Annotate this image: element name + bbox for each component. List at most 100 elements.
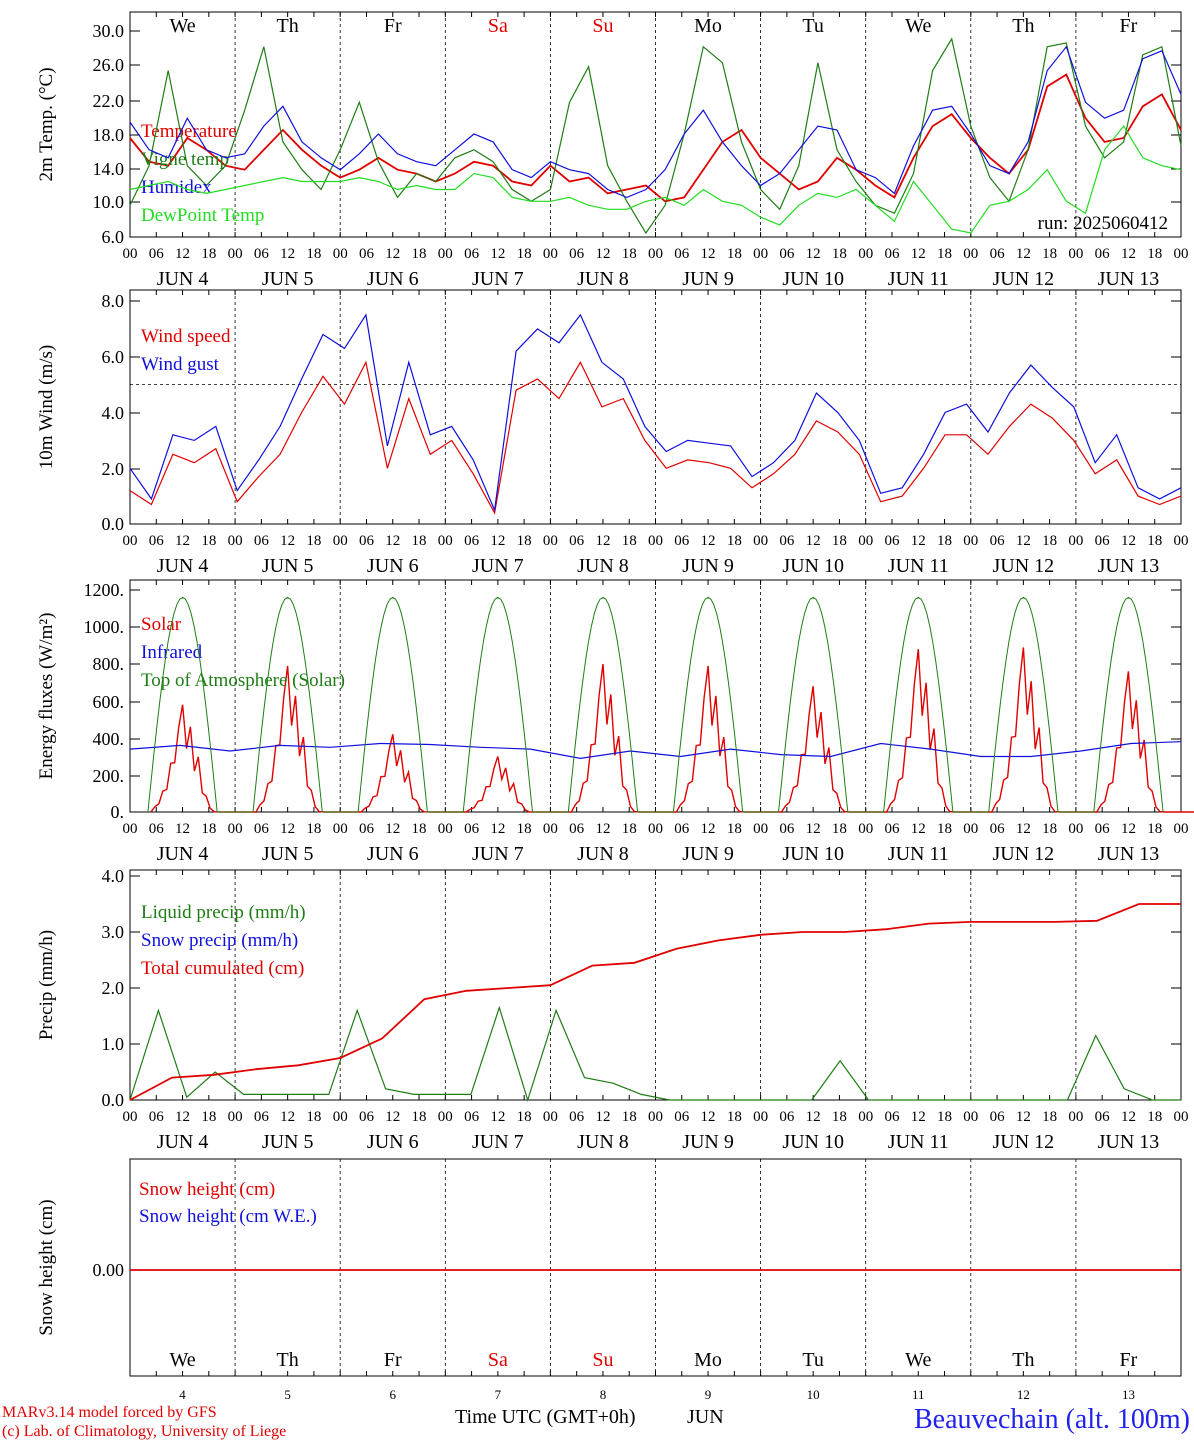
x-hour-label: 06 (884, 1109, 900, 1125)
x-hour-label: 06 (359, 246, 375, 262)
x-hour-label: 00 (963, 246, 978, 262)
x-hour-label: 00 (228, 246, 243, 262)
x-hour-label: 18 (832, 246, 847, 262)
x-hour-label: 00 (1174, 821, 1189, 837)
x-hour-label: 12 (1121, 1109, 1136, 1125)
x-hour-label: 06 (779, 533, 795, 549)
x-hour-label: 00 (648, 533, 663, 549)
x-hour-label: 18 (306, 1109, 321, 1125)
y-tick-label: 800. (93, 654, 125, 674)
x-hour-label: 12 (806, 533, 821, 549)
y-axis-label: Snow height (cm) (36, 1199, 57, 1335)
x-hour-label: 18 (201, 821, 216, 837)
x-hour-label: 06 (254, 1109, 270, 1125)
legend-entry: Liquid precip (mm/h) (141, 902, 306, 923)
legend-entry: Solar (141, 614, 182, 635)
x-hour-label: 12 (280, 1109, 295, 1125)
panel-2: 0.0 2.0 4.0 6.0 8.0 10m Wind (m/s) 00 06 12 18 00 0… (36, 289, 1189, 577)
x-hour-label: 06 (254, 821, 270, 837)
x-hour-label: 12 (1016, 1109, 1031, 1125)
legend-entry: Snow height (cm) (139, 1179, 275, 1200)
x-hour-label: 18 (1147, 533, 1162, 549)
legend-entry: Wind speed (141, 326, 231, 347)
x-hour-label: 12 (175, 533, 190, 549)
x-hour-label: 12 (280, 246, 295, 262)
x-hour-label: 18 (1147, 1109, 1162, 1125)
x-hour-label: 06 (569, 821, 585, 837)
x-date-label: JUN 13 (1098, 843, 1160, 865)
y-tick-label: 6.0 (102, 347, 125, 367)
series-line (129, 741, 1182, 760)
day-name-bottom: Th (1012, 1349, 1034, 1371)
x-hour-label: 00 (1174, 246, 1189, 262)
x-hour-label: 06 (674, 821, 690, 837)
y-tick-label: 600. (93, 692, 125, 712)
y-tick-label: 2.0 (102, 978, 125, 998)
y-tick-label: 8.0 (102, 291, 125, 311)
y-tick-label: 0.0 (102, 1090, 125, 1110)
x-date-label: JUN 7 (472, 1131, 524, 1153)
day-name-top: We (905, 15, 931, 37)
x-hour-label: 06 (149, 533, 165, 549)
x-hour-label: 06 (990, 533, 1006, 549)
x-hour-label: 18 (937, 1109, 952, 1125)
x-hour-label: 12 (806, 246, 821, 262)
day-number: 9 (705, 1387, 712, 1402)
x-date-label: JUN 10 (782, 1131, 844, 1153)
x-date-label: JUN 8 (577, 843, 629, 865)
x-hour-label: 18 (1042, 1109, 1057, 1125)
legend-entry: DewPoint Temp (141, 205, 264, 226)
x-hour-label: 12 (911, 246, 926, 262)
day-name-top: Su (592, 15, 613, 37)
x-date-label: JUN 9 (682, 1131, 734, 1153)
y-tick-label: 10.0 (93, 192, 125, 212)
x-hour-label: 18 (1042, 821, 1057, 837)
x-hour-label: 00 (963, 533, 978, 549)
x-hour-label: 18 (412, 246, 427, 262)
x-hour-label: 00 (1174, 1109, 1189, 1125)
x-hour-label: 18 (517, 1109, 532, 1125)
x-hour-label: 00 (438, 821, 453, 837)
y-tick-label: 1200. (84, 580, 125, 600)
x-date-label: JUN 9 (682, 555, 734, 577)
x-date-label: JUN 6 (367, 268, 419, 290)
x-hour-label: 00 (1068, 1109, 1083, 1125)
x-hour-label: 00 (333, 1109, 348, 1125)
x-hour-label: 18 (727, 1109, 742, 1125)
x-hour-label: 12 (175, 246, 190, 262)
x-hour-label: 00 (858, 246, 873, 262)
y-tick-label: 6.0 (102, 227, 125, 247)
x-hour-label: 18 (1042, 533, 1057, 549)
y-tick-label: 2.0 (102, 459, 125, 479)
x-hour-label: 00 (858, 821, 873, 837)
x-hour-label: 18 (622, 821, 637, 837)
day-number: 5 (284, 1387, 291, 1402)
x-hour-label: 00 (543, 1109, 558, 1125)
x-hour-label: 00 (228, 533, 243, 549)
footer-copyright: (c) Lab. of Climatology, University of L… (2, 1423, 286, 1440)
legend-entry: Total cumulated (cm) (141, 958, 304, 979)
x-date-label: JUN 5 (262, 843, 314, 865)
x-hour-label: 06 (1095, 1109, 1111, 1125)
x-hour-label: 00 (753, 246, 768, 262)
x-hour-label: 06 (1095, 533, 1111, 549)
x-hour-label: 06 (674, 246, 690, 262)
day-name-bottom: We (905, 1349, 931, 1371)
x-hour-label: 12 (911, 821, 926, 837)
x-hour-label: 06 (884, 533, 900, 549)
series-line (129, 73, 1182, 203)
y-tick-label: 0.0 (102, 514, 125, 534)
x-hour-label: 12 (385, 1109, 400, 1125)
x-date-label: JUN 7 (472, 843, 524, 865)
x-hour-label: 00 (333, 533, 348, 549)
day-name-bottom: Fr (1120, 1349, 1138, 1371)
x-hour-label: 18 (517, 533, 532, 549)
day-number: 8 (600, 1387, 607, 1402)
day-name-top: Mo (694, 15, 722, 37)
series-line (129, 903, 1181, 1101)
x-hour-label: 00 (543, 533, 558, 549)
x-hour-label: 12 (911, 533, 926, 549)
y-tick-label: 400. (93, 729, 125, 749)
y-tick-label: 200. (93, 766, 125, 786)
day-number: 12 (1017, 1387, 1030, 1402)
